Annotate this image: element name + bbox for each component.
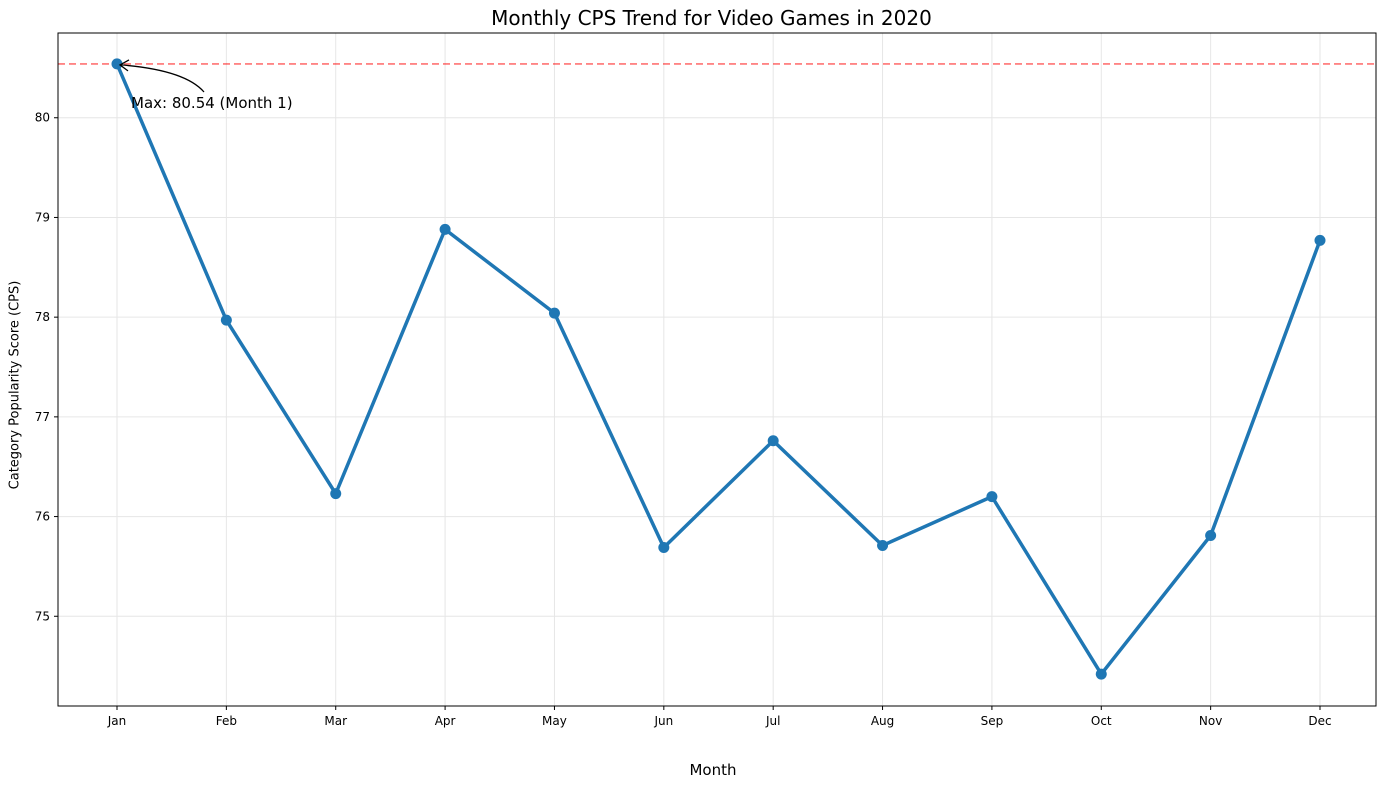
x-tick-label: Dec	[1308, 714, 1331, 728]
x-tick-label: Feb	[216, 714, 237, 728]
data-point	[220, 314, 232, 326]
data-point	[658, 541, 670, 553]
data-point	[986, 491, 998, 503]
x-tick-label: Sep	[981, 714, 1004, 728]
data-point	[1205, 530, 1217, 542]
y-tick-label: 75	[35, 609, 50, 623]
annotation-arrowhead	[118, 59, 130, 72]
plot-frame	[57, 32, 1377, 707]
data-point	[548, 307, 560, 319]
data-point	[767, 435, 779, 447]
x-tick-label: Nov	[1199, 714, 1222, 728]
data-point	[439, 223, 451, 235]
data-point	[1314, 234, 1326, 246]
data-point	[877, 539, 889, 551]
x-tick-label: May	[542, 714, 567, 728]
annotation-label: Max: 80.54 (Month 1)	[131, 94, 293, 112]
y-axis-label: Category Popularity Score (CPS)	[7, 280, 23, 490]
x-tick-label: Jan	[107, 714, 127, 728]
data-point	[1095, 668, 1107, 680]
x-tick-label: Apr	[435, 714, 456, 728]
x-tick-label: Jul	[765, 714, 780, 728]
x-axis-label: Month	[689, 761, 737, 779]
x-tick-label: Oct	[1091, 714, 1112, 728]
x-tick-label: Jun	[653, 714, 673, 728]
data-point	[330, 488, 342, 500]
x-tick-label: Aug	[871, 714, 894, 728]
annotation-arrow	[120, 64, 205, 93]
y-tick-label: 77	[35, 410, 50, 424]
x-tick-label: Mar	[324, 714, 347, 728]
y-tick-label: 76	[35, 510, 50, 524]
series-line	[115, 62, 1322, 676]
data-point	[111, 58, 123, 70]
y-tick-label: 80	[35, 111, 50, 125]
y-tick-label: 79	[35, 210, 50, 224]
y-tick-label: 78	[35, 310, 50, 324]
chart-title: Monthly CPS Trend for Video Games in 202…	[491, 6, 932, 30]
